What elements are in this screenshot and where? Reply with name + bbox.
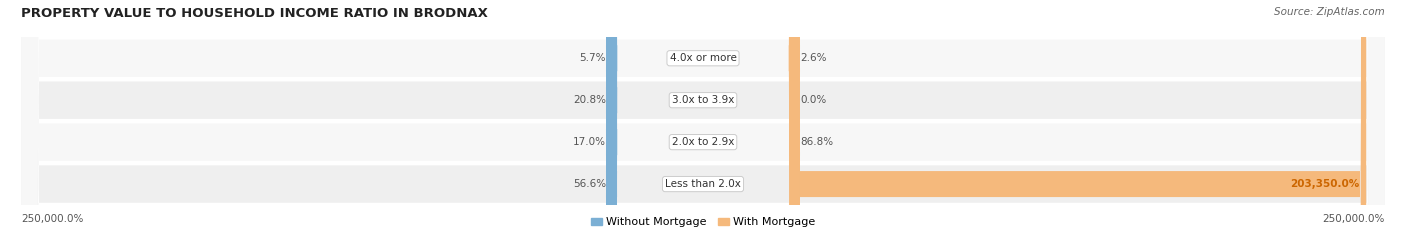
Text: 250,000.0%: 250,000.0% (1323, 214, 1385, 224)
FancyBboxPatch shape (21, 0, 1385, 233)
Text: 86.8%: 86.8% (800, 137, 834, 147)
Text: 2.0x to 2.9x: 2.0x to 2.9x (672, 137, 734, 147)
Text: 250,000.0%: 250,000.0% (21, 214, 83, 224)
Text: 20.8%: 20.8% (572, 95, 606, 105)
FancyBboxPatch shape (606, 0, 617, 233)
Text: 17.0%: 17.0% (572, 137, 606, 147)
FancyBboxPatch shape (789, 0, 800, 233)
FancyBboxPatch shape (606, 0, 617, 233)
Legend: Without Mortgage, With Mortgage: Without Mortgage, With Mortgage (591, 217, 815, 227)
Text: 0.0%: 0.0% (800, 95, 827, 105)
FancyBboxPatch shape (794, 0, 1367, 233)
FancyBboxPatch shape (789, 0, 800, 233)
Text: PROPERTY VALUE TO HOUSEHOLD INCOME RATIO IN BRODNAX: PROPERTY VALUE TO HOUSEHOLD INCOME RATIO… (21, 7, 488, 20)
FancyBboxPatch shape (21, 0, 1385, 233)
Text: Source: ZipAtlas.com: Source: ZipAtlas.com (1274, 7, 1385, 17)
Text: 4.0x or more: 4.0x or more (669, 53, 737, 63)
Text: Less than 2.0x: Less than 2.0x (665, 179, 741, 189)
FancyBboxPatch shape (21, 0, 1385, 233)
Text: 3.0x to 3.9x: 3.0x to 3.9x (672, 95, 734, 105)
FancyBboxPatch shape (606, 0, 617, 233)
FancyBboxPatch shape (606, 0, 617, 233)
Text: 203,350.0%: 203,350.0% (1289, 179, 1360, 189)
Text: 2.6%: 2.6% (800, 53, 827, 63)
Text: 5.7%: 5.7% (579, 53, 606, 63)
FancyBboxPatch shape (21, 0, 1385, 233)
Text: 56.6%: 56.6% (572, 179, 606, 189)
